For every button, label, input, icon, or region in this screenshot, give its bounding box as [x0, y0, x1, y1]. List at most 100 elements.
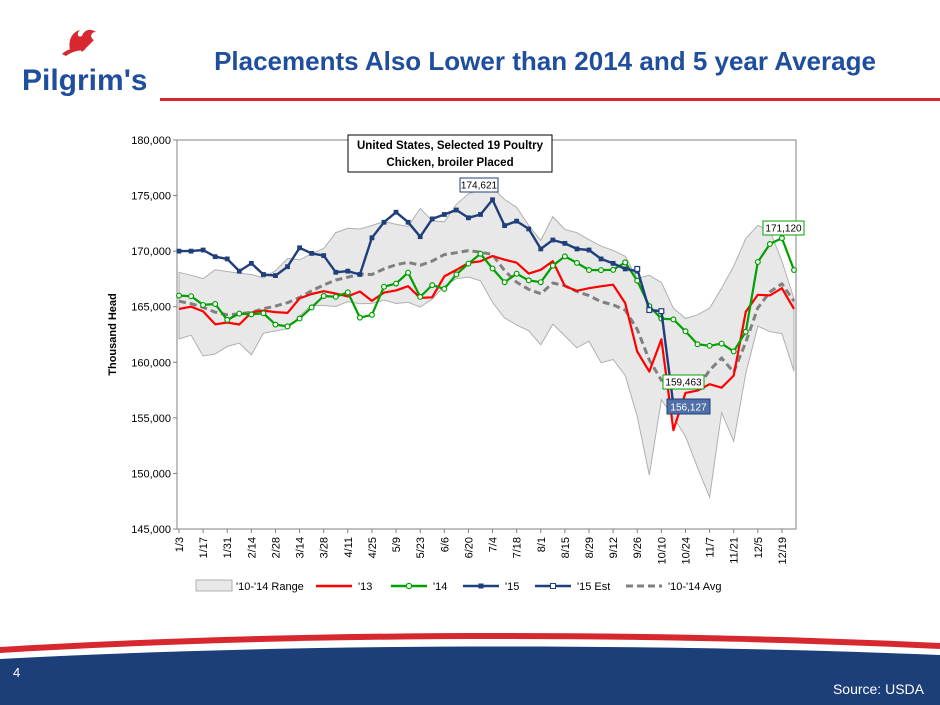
series-15-point — [538, 246, 544, 252]
series-14-point — [344, 289, 351, 296]
series-14-point — [670, 316, 677, 323]
x-tick-label: 10/24 — [680, 537, 692, 565]
series-14-point — [405, 269, 412, 276]
series-15-point — [381, 219, 387, 225]
x-tick-label: 12/19 — [777, 537, 789, 565]
footer-navy-wave — [0, 646, 940, 705]
series-14-point — [682, 328, 689, 335]
series-15-point — [273, 273, 278, 278]
x-tick-label: 8/1 — [536, 537, 548, 552]
series-15-point — [405, 219, 411, 225]
series-15-point — [622, 266, 628, 272]
series-14-point — [754, 259, 761, 266]
series-14-point — [525, 277, 532, 284]
series-15-point — [176, 248, 182, 254]
legend-14-label: '14 — [433, 581, 447, 593]
x-tick-label: 4/11 — [343, 537, 355, 558]
series-15-point — [441, 212, 447, 217]
series-14-point — [730, 348, 737, 355]
chart-title-box — [347, 134, 553, 173]
series-15-point — [261, 272, 266, 277]
x-tick-label: 11/21 — [729, 537, 741, 564]
data-label: 159,463 — [665, 378, 702, 389]
series-14-point — [598, 267, 605, 274]
series-14-point — [308, 304, 315, 311]
series-15-point — [297, 245, 302, 251]
series-15-point — [248, 260, 254, 266]
x-tick-label: 9/12 — [608, 537, 620, 558]
x-tick-label: 7/18 — [512, 537, 524, 558]
series-14-point — [429, 282, 436, 289]
logo-swoosh-icon — [62, 48, 86, 56]
page-title: Placements Also Lower than 2014 and 5 ye… — [214, 46, 876, 76]
series-14-point — [284, 323, 291, 330]
series-14-point — [368, 311, 375, 318]
series-15-point — [224, 256, 230, 262]
series-15-point — [490, 197, 495, 203]
x-tick-label: 3/28 — [319, 537, 331, 558]
series-15-point — [562, 240, 568, 246]
series-15-point — [285, 264, 290, 270]
y-tick-label: 150,000 — [131, 468, 171, 480]
series-14-point — [248, 311, 255, 318]
x-tick-label: 10/10 — [656, 537, 668, 565]
series-14-point — [260, 310, 267, 317]
x-tick-label: 4/25 — [367, 537, 379, 558]
logo-text: Pilgrim's — [22, 64, 146, 97]
series-15-point — [188, 248, 194, 254]
x-tick-label: 6/20 — [463, 537, 475, 558]
series-14-point — [393, 280, 400, 287]
range-band — [178, 187, 795, 500]
series-15-point — [478, 212, 483, 217]
data-label-box — [666, 398, 711, 415]
series-15-point — [369, 235, 375, 241]
legend-range-label: '10-'14 Range — [236, 581, 304, 593]
series-15-point — [357, 272, 363, 277]
series-14-point — [573, 259, 580, 266]
series-15-point — [453, 207, 459, 213]
series-14-point — [718, 340, 725, 347]
series-15-est-point — [658, 308, 665, 315]
data-label: 171,120 — [765, 224, 802, 235]
series-15-point — [236, 268, 242, 274]
series-15-point — [514, 218, 520, 224]
series-14-point — [778, 235, 785, 242]
chart-title-line2: Chicken, broiler Placed — [386, 157, 513, 169]
series-14-point — [356, 314, 363, 321]
y-tick-label: 145,000 — [131, 524, 171, 536]
x-tick-label: 11/7 — [705, 537, 717, 558]
legend-15-est-label: '15 Est — [577, 581, 610, 593]
series-15-point — [321, 253, 327, 258]
data-label-box — [662, 374, 705, 390]
series-14-line — [178, 236, 796, 353]
series-14-point — [320, 292, 327, 299]
series-14-point — [489, 265, 496, 272]
title-divider — [160, 98, 940, 101]
x-tick-label: 1/17 — [198, 537, 210, 558]
data-label-box — [762, 220, 805, 236]
series-14-point — [537, 279, 544, 286]
series-14-point — [465, 260, 472, 267]
series-14-point — [585, 267, 592, 274]
y-tick-label: 175,000 — [131, 191, 171, 203]
x-tick-label: 12/5 — [753, 537, 765, 558]
legend-15-est-marker — [550, 583, 556, 589]
series-14-point — [706, 342, 713, 349]
series-15-point — [393, 209, 399, 215]
series-14-point — [417, 293, 424, 300]
series-14-point — [296, 315, 303, 322]
series-15-point — [598, 256, 604, 262]
x-tick-label: 9/26 — [632, 537, 644, 558]
series-15-point — [212, 254, 218, 260]
x-tick-label: 5/23 — [415, 537, 427, 558]
series-15-point — [466, 215, 471, 221]
y-tick-label: 155,000 — [131, 413, 171, 425]
series-14-point — [332, 293, 339, 300]
series-14-point — [766, 241, 773, 248]
data-label: 156,127 — [670, 403, 707, 414]
series-14-point — [176, 292, 183, 299]
series-14-point — [188, 293, 195, 300]
placements-chart: 145,000 150,000 155,000 160,000 165,000 170,0… — [107, 134, 805, 593]
pilgrims-logo: Pilgrim's — [22, 29, 146, 97]
series-14-point — [790, 267, 797, 274]
